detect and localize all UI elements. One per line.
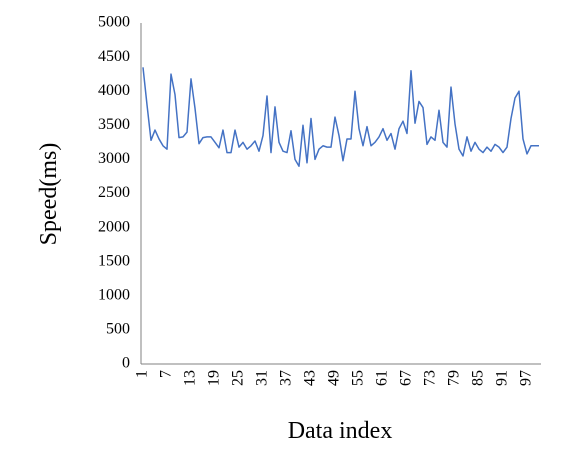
x-tick-label: 13 [182,370,199,386]
data-line [142,67,539,167]
x-tick-label: 49 [326,370,343,386]
y-tick-label: 3000 [98,150,130,167]
x-tick-label: 7 [158,370,175,378]
x-tick-label: 19 [206,370,223,386]
x-tick-label: 85 [470,370,487,386]
y-tick-label: 0 [122,355,130,372]
y-tick-label: 4000 [98,82,130,99]
y-tick-label: 2500 [98,184,130,201]
y-tick-label: 1500 [98,252,130,269]
x-tick-label: 25 [230,370,247,386]
y-tick-label: 1000 [98,286,130,303]
x-tick-label: 1 [134,370,151,378]
y-axis-title: Speed(ms) [36,143,62,246]
y-tick-label: 3500 [98,116,130,133]
x-axis-title: Data index [288,418,393,444]
y-tick-label: 5000 [98,14,130,31]
x-tick-label: 67 [398,370,415,386]
y-tick-label: 500 [106,321,130,338]
y-tick-label: 2000 [98,218,130,235]
x-tick-label: 61 [374,370,391,386]
x-tick-label: 55 [350,370,367,386]
y-tick-label: 4500 [98,48,130,65]
x-tick-label: 31 [254,370,271,386]
x-tick-label: 97 [518,370,535,386]
x-tick-label: 73 [422,370,439,386]
x-tick-label: 79 [446,370,463,386]
x-tick-label: 43 [302,370,319,386]
x-tick-label: 91 [494,370,511,386]
x-tick-label: 37 [278,370,295,386]
